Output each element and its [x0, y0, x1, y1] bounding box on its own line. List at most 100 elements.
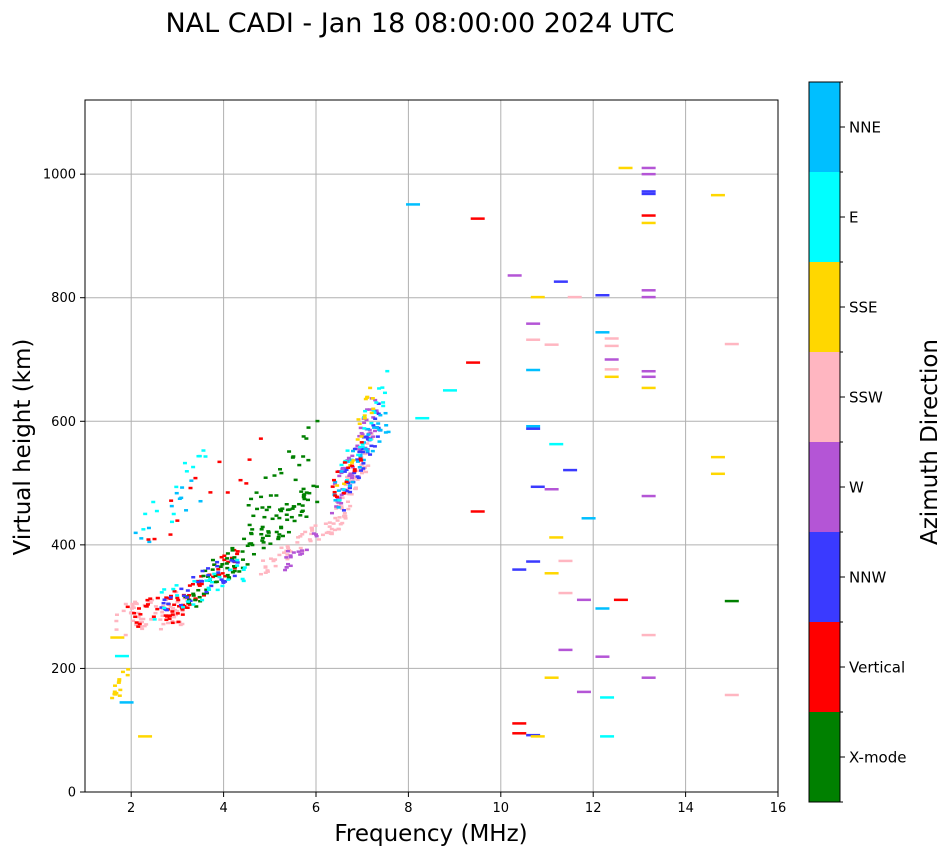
echo-point [549, 536, 564, 539]
echo-point [339, 502, 344, 505]
echo-point [125, 605, 130, 609]
echo-point [376, 402, 381, 405]
echo-point [242, 566, 247, 569]
echo-point [136, 615, 141, 619]
x-axis-ticks: 2 4 6 8 10 12 14 16 [127, 792, 786, 816]
echo-point [260, 536, 265, 540]
echo-point [117, 678, 122, 681]
echo-point [159, 606, 164, 609]
echo-point [333, 494, 338, 497]
echo-point [138, 735, 153, 738]
echo-point [304, 491, 309, 494]
colorbar-tick-label: SSW [849, 389, 883, 407]
echo-point [134, 621, 139, 624]
colorbar-segment [809, 442, 840, 532]
echo-point [180, 486, 185, 489]
echo-point [209, 580, 214, 584]
echo-point [641, 166, 656, 170]
colorbar-tick-label: SSE [849, 299, 878, 317]
echo-point [212, 563, 217, 566]
colorbar-segment [809, 622, 840, 712]
echo-point [154, 509, 159, 513]
echo-point [118, 688, 123, 692]
x-tick-label: 14 [677, 801, 694, 816]
echo-point [161, 622, 166, 626]
echo-point [283, 568, 288, 572]
echo-point [530, 735, 545, 738]
echo-point [724, 599, 739, 603]
echo-point [367, 435, 372, 439]
echo-point [175, 594, 180, 597]
echo-point [595, 655, 610, 658]
echo-point [301, 494, 306, 497]
echo-point [372, 445, 377, 448]
echo-point [260, 525, 265, 529]
echo-point [206, 586, 211, 590]
echo-point [280, 507, 285, 510]
echo-point [710, 193, 725, 197]
colorbar-segment [809, 352, 840, 442]
echo-point [342, 461, 347, 464]
echo-point [343, 459, 348, 463]
echo-point [260, 506, 265, 509]
echo-point [235, 561, 240, 564]
echo-point [170, 610, 175, 613]
echo-point [359, 463, 364, 466]
echo-point [284, 513, 289, 516]
x-tick-label: 10 [493, 801, 510, 816]
echo-point [193, 476, 198, 480]
echo-point [114, 654, 129, 658]
echo-point [333, 480, 338, 484]
echo-point [337, 516, 342, 519]
echo-point [223, 574, 228, 578]
echo-point [366, 464, 371, 467]
echo-point [368, 438, 373, 441]
echo-point [201, 449, 206, 452]
y-tick-label: 600 [51, 415, 76, 430]
echo-point [355, 460, 360, 463]
colorbar-tick-label: NNW [849, 569, 886, 587]
echo-point [133, 531, 138, 535]
echo-point [204, 590, 209, 594]
echo-point [281, 551, 286, 554]
echo-point [191, 465, 196, 469]
echo-point [310, 529, 315, 532]
echo-point [377, 387, 382, 390]
echo-point [195, 580, 200, 584]
echo-point [140, 620, 145, 624]
echo-point [166, 602, 171, 606]
echo-point [613, 598, 628, 602]
echo-point [274, 514, 279, 517]
echo-point [357, 434, 362, 438]
echo-point [166, 621, 171, 625]
echo-point [168, 597, 173, 600]
y-axis-label: Virtual height (km) [10, 339, 36, 556]
echo-point [358, 453, 363, 457]
echo-point [342, 515, 347, 518]
echo-point [333, 516, 338, 520]
echo-point [364, 418, 369, 422]
echo-point [171, 587, 176, 591]
echo-point [128, 611, 133, 615]
echo-point [113, 684, 118, 687]
echo-point [200, 598, 205, 602]
echo-point [261, 541, 266, 544]
echo-point [206, 573, 211, 577]
echo-point [641, 190, 656, 193]
echo-point [121, 609, 126, 613]
echo-point [235, 552, 240, 556]
echo-point [372, 429, 377, 433]
echo-point [290, 456, 295, 459]
echo-point [224, 562, 229, 565]
echo-point [188, 599, 193, 603]
echo-point [365, 408, 370, 411]
echo-point [618, 166, 633, 170]
echo-point [300, 533, 305, 536]
echo-point [349, 493, 354, 496]
echo-point [273, 558, 278, 561]
echo-point [260, 539, 265, 542]
echo-point [297, 502, 302, 506]
echo-point [361, 468, 366, 472]
echo-point [201, 592, 206, 596]
echo-point [185, 589, 190, 592]
